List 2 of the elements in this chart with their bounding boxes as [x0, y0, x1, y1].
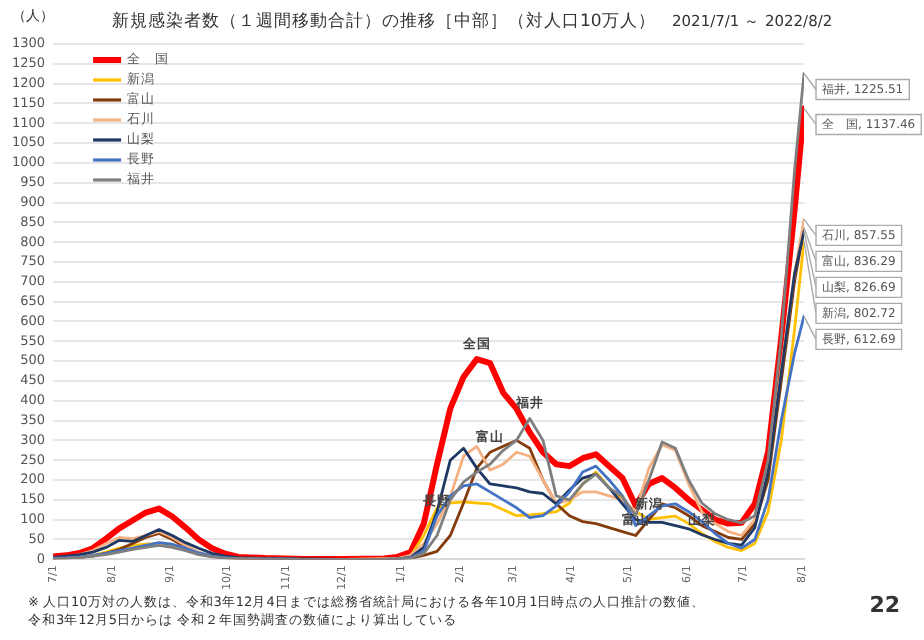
chart-title: 新規感染者数（１週間移動合計）の推移［中部］（対人口10万人） — [112, 10, 656, 34]
text: 22 — [869, 592, 900, 618]
